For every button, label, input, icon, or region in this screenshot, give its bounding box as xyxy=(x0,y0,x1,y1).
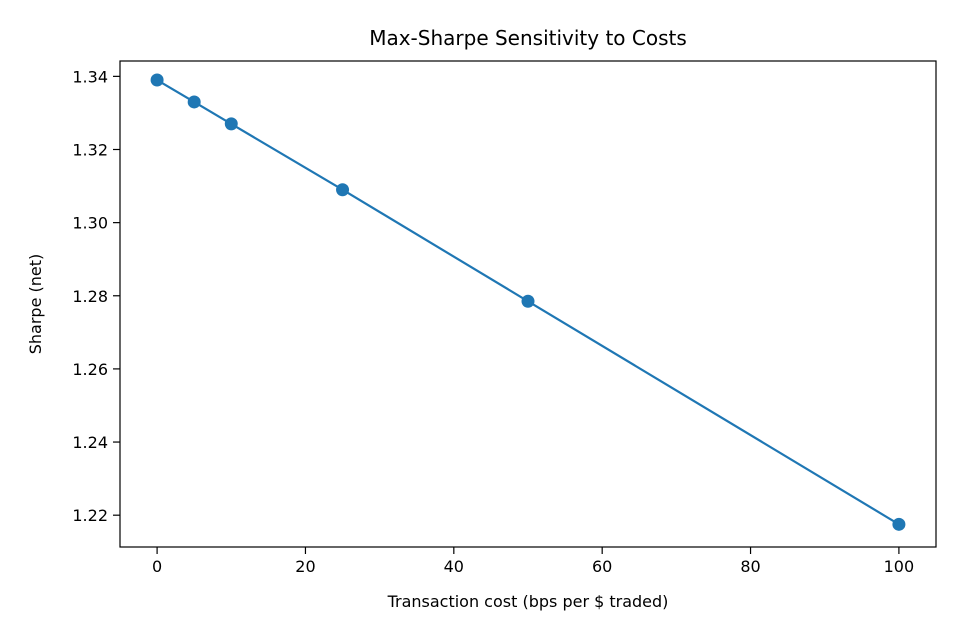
y-tick-label-2: 1.26 xyxy=(72,360,108,379)
axes-frame xyxy=(119,60,937,548)
x-axis-label: Transaction cost (bps per $ traded) xyxy=(387,592,669,611)
y-tick-label-5: 1.32 xyxy=(72,140,108,159)
data-point-0-5 xyxy=(892,517,906,531)
y-tick-label-3: 1.28 xyxy=(72,287,108,306)
data-point-0-4 xyxy=(521,294,535,308)
x-tick-label-40: 40 xyxy=(444,557,464,576)
y-tick-label-6: 1.34 xyxy=(72,67,108,86)
data-point-0-2 xyxy=(224,117,238,131)
data-point-0-3 xyxy=(336,183,350,197)
y-tick-label-0: 1.22 xyxy=(72,506,108,525)
y-tick-label-1: 1.24 xyxy=(72,433,108,452)
series-line-0 xyxy=(156,79,900,526)
x-tick-label-80: 80 xyxy=(740,557,760,576)
chart-title: Max-Sharpe Sensitivity to Costs xyxy=(369,26,687,50)
y-tick-label-4: 1.30 xyxy=(72,214,108,233)
y-axis-label: Sharpe (net) xyxy=(26,254,45,355)
x-tick-label-20: 20 xyxy=(295,557,315,576)
plot-area: 0 20 40 60 80 100 1.22 1.24 1.26 1.28 1.30 1.32 1.34 xyxy=(72,60,937,576)
x-tick-label-100: 100 xyxy=(884,557,915,576)
x-tick-label-0: 0 xyxy=(152,557,162,576)
x-tick-label-60: 60 xyxy=(592,557,612,576)
data-point-0-1 xyxy=(187,95,201,109)
data-point-0-0 xyxy=(150,73,164,87)
